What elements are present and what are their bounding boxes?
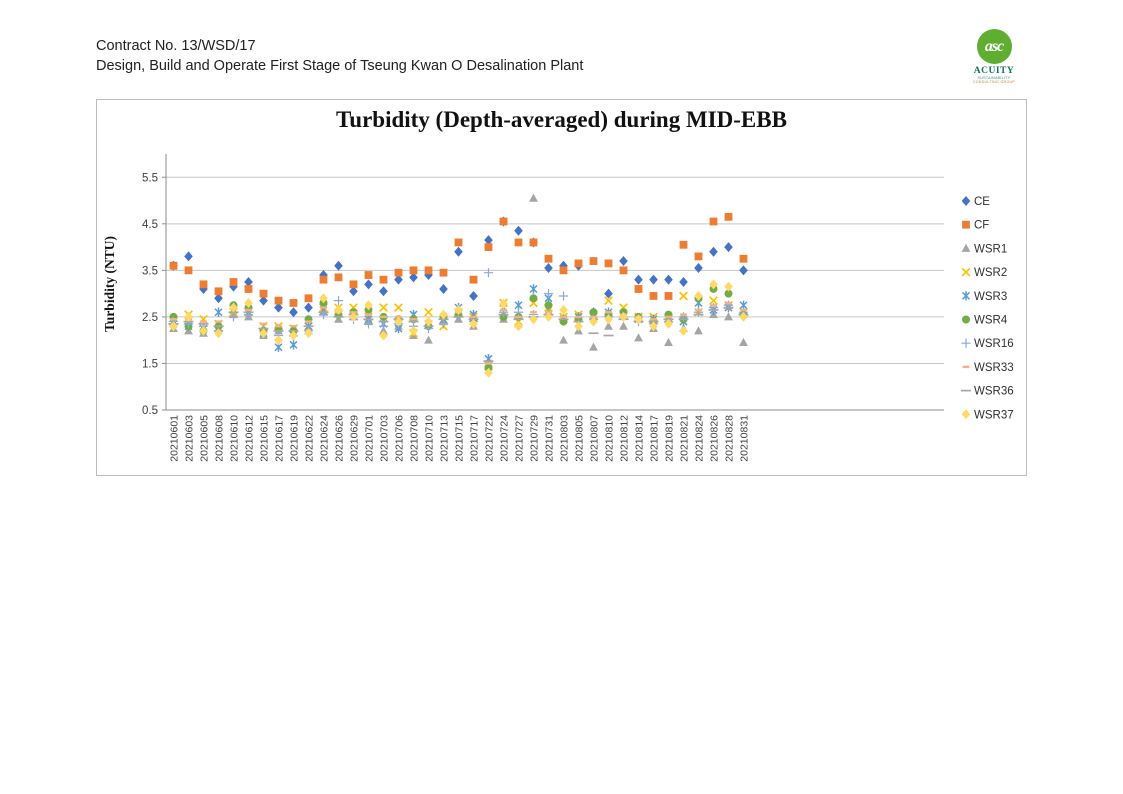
acuity-logo: asc ACUITY SUSTAINABILITY CONSULTING GRO… [966, 29, 1022, 84]
x-tick-label: 20210826 [709, 415, 721, 462]
x-axis-labels: 20210601 20210603 20210605 20210608 20210610… [169, 415, 751, 462]
x-tick-label: 20210819 [664, 415, 676, 462]
x-tick-label: 20210701 [364, 415, 376, 462]
legend-label: WSR16 [974, 338, 1014, 350]
series-WSR4 [169, 284, 748, 373]
y-axis-ticks: 0.5 1.5 2.5 3.5 4.5 5.5 [142, 172, 166, 417]
x-tick-label: 20210617 [274, 415, 286, 462]
legend-label: WSR1 [974, 243, 1007, 255]
legend: CE CF WSR1 WSR2 WSR3 WSR4 WSR16 WSR33 WSR36 WSR37 [961, 196, 1014, 421]
x-tick-label: 20210629 [349, 415, 361, 462]
x-tick-label: 20210603 [184, 415, 196, 462]
y-tick-label: 3.5 [142, 265, 158, 277]
x-tick-label: 20210717 [469, 415, 481, 462]
x-tick-label: 20210715 [454, 415, 466, 462]
x-tick-label: 20210626 [334, 415, 346, 462]
legend-item-WSR1: WSR1 [961, 243, 1007, 255]
y-axis-title: Turbidity (NTU) [102, 236, 117, 332]
legend-label: WSR2 [974, 267, 1007, 279]
contract-number: Contract No. 13/WSD/17 [96, 38, 256, 54]
y-tick-label: 2.5 [142, 312, 158, 324]
x-tick-label: 20210831 [739, 415, 751, 462]
logo-monogram-icon: asc [976, 29, 1012, 64]
series-CE [169, 216, 748, 318]
legend-label: WSR3 [974, 291, 1007, 303]
x-tick-label: 20210708 [409, 415, 421, 462]
x-tick-label: 20210619 [289, 415, 301, 462]
y-tick-label: 0.5 [142, 405, 158, 417]
x-tick-label: 20210713 [439, 415, 451, 462]
legend-label: WSR36 [974, 386, 1014, 398]
legend-item-WSR36: WSR36 [961, 386, 1014, 398]
x-tick-label: 20210605 [199, 415, 211, 462]
series-CF [169, 212, 748, 307]
x-tick-label: 20210724 [499, 415, 511, 462]
project-title: Design, Build and Operate First Stage of… [96, 58, 584, 74]
x-tick-label: 20210710 [424, 415, 436, 462]
series-WSR3 [169, 284, 748, 364]
y-tick-label: 5.5 [142, 172, 158, 184]
legend-label: WSR37 [974, 409, 1014, 421]
x-tick-label: 20210608 [214, 415, 226, 462]
axes [165, 154, 944, 411]
x-tick-label: 20210722 [484, 415, 496, 462]
x-tick-label: 20210622 [304, 415, 316, 462]
x-tick-label: 20210824 [694, 415, 706, 462]
x-tick-label: 20210803 [559, 415, 571, 462]
x-tick-label: 20210731 [544, 415, 556, 462]
document-header: Contract No. 13/WSD/17 Design, Build and… [96, 36, 583, 76]
logo-subline2: CONSULTING GROUP [972, 80, 1016, 84]
x-tick-label: 20210703 [379, 415, 391, 462]
x-tick-label: 20210615 [259, 415, 271, 462]
series-WSR37 [169, 279, 748, 378]
legend-label: WSR33 [974, 362, 1014, 374]
legend-item-WSR2: WSR2 [961, 267, 1007, 279]
series-WSR1 [169, 193, 748, 367]
x-tick-label: 20210805 [574, 415, 586, 462]
x-tick-label: 20210814 [634, 415, 646, 462]
chart-title: Turbidity (Depth-averaged) during MID-EB… [336, 107, 787, 132]
x-tick-label: 20210610 [229, 415, 241, 462]
legend-item-CE: CE [961, 196, 990, 208]
legend-label: WSR4 [974, 315, 1008, 327]
x-tick-label: 20210828 [724, 415, 736, 462]
y-tick-label: 4.5 [142, 219, 158, 231]
x-tick-label: 20210821 [679, 415, 691, 462]
x-tick-label: 20210729 [529, 415, 541, 462]
legend-item-WSR4: WSR4 [962, 315, 1008, 327]
x-tick-label: 20210807 [589, 415, 601, 462]
x-tick-label: 20210810 [604, 415, 616, 462]
legend-item-WSR33: WSR33 [962, 362, 1014, 374]
x-tick-label: 20210706 [394, 415, 406, 462]
legend-item-WSR37: WSR37 [961, 409, 1014, 421]
legend-item-WSR3: WSR3 [961, 291, 1007, 303]
x-tick-label: 20210812 [619, 415, 631, 462]
x-tick-label: 20210612 [244, 415, 256, 462]
logo-subline1: SUSTAINABILITY [977, 76, 1011, 80]
legend-item-WSR16: WSR16 [961, 338, 1014, 350]
legend-label: CE [974, 196, 990, 208]
legend-label: CF [974, 220, 989, 232]
gridlines [166, 176, 944, 364]
y-tick-label: 1.5 [142, 358, 158, 370]
x-tick-label: 20210624 [319, 415, 331, 462]
x-tick-label: 20210817 [649, 415, 661, 462]
logo-name: ACUITY [973, 66, 1015, 76]
legend-item-CF: CF [962, 220, 989, 232]
x-tick-label: 20210601 [169, 415, 181, 462]
chart-frame: Turbidity (Depth-averaged) during MID-EB… [96, 99, 1027, 476]
x-tick-label: 20210727 [514, 415, 526, 462]
